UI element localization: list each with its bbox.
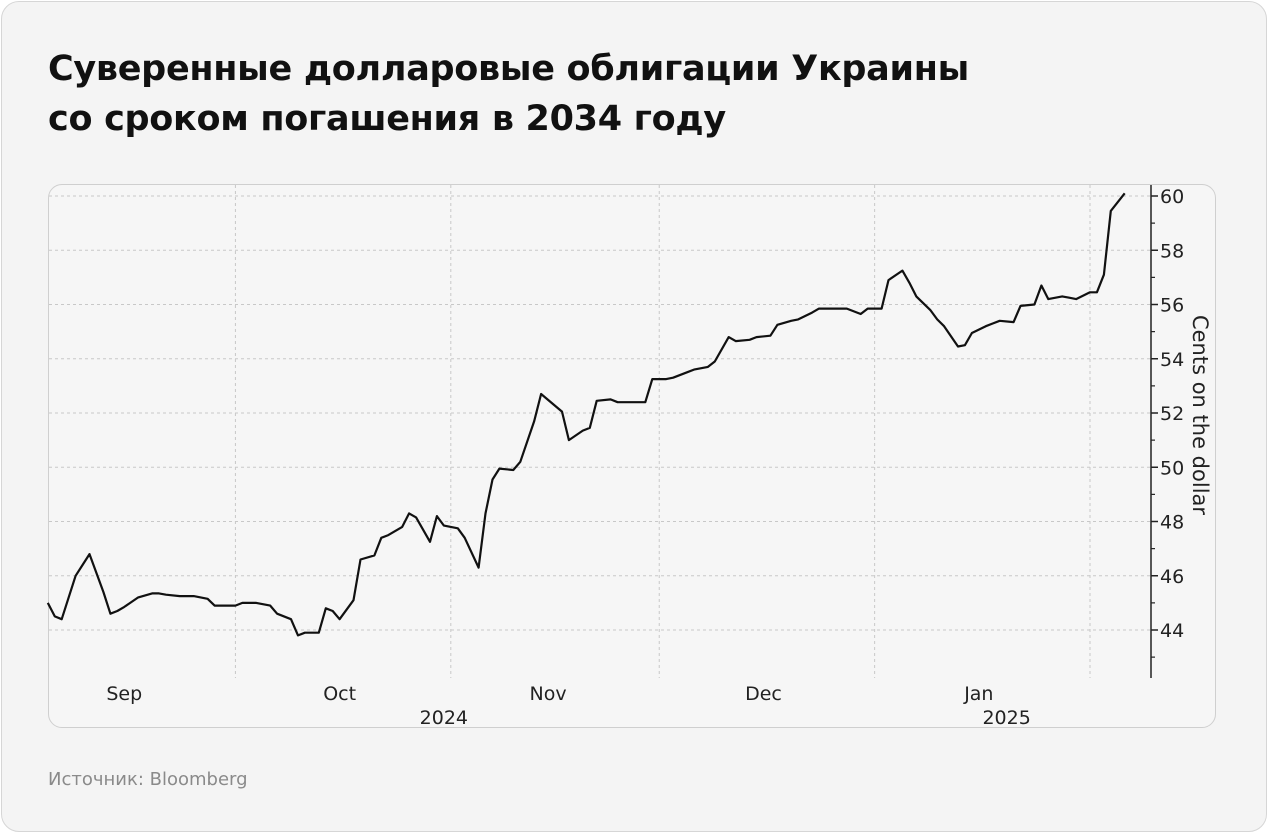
source-note: Источник: Bloomberg xyxy=(48,769,248,790)
plot-area xyxy=(48,184,1216,728)
y-tick-label: 50 xyxy=(1160,457,1184,479)
chart-title-line-1: Суверенные долларовые облигации Украины xyxy=(48,49,969,89)
gridlines xyxy=(49,185,1151,678)
x-month-label: Oct xyxy=(323,683,356,705)
x-axis-labels: Sep Oct Nov Dec Jan 2024 2025 xyxy=(106,683,1030,729)
chart-title: Суверенные долларовые облигации Украины … xyxy=(48,44,969,144)
y-tick-label: 56 xyxy=(1160,295,1184,317)
x-year-label: 2024 xyxy=(420,707,468,729)
x-month-label: Nov xyxy=(530,683,567,705)
y-tick-label: 52 xyxy=(1160,403,1184,425)
y-tick-label: 44 xyxy=(1160,620,1184,642)
x-month-label: Dec xyxy=(745,683,782,705)
y-tick-label: 46 xyxy=(1160,566,1184,588)
chart-title-line-2: со сроком погашения в 2034 году xyxy=(48,99,726,139)
x-month-label: Sep xyxy=(106,683,142,705)
y-axis-label: Cents on the dollar xyxy=(1188,315,1212,515)
y-tick-label: 60 xyxy=(1160,186,1184,208)
x-year-label: 2025 xyxy=(982,707,1030,729)
x-month-label: Jan xyxy=(963,683,993,705)
y-tick-label: 48 xyxy=(1160,512,1184,534)
price-line xyxy=(46,192,1126,637)
y-tick-label: 54 xyxy=(1160,349,1184,371)
y-tick-label: 58 xyxy=(1160,240,1184,262)
y-axis: 44 46 48 50 52 54 56 58 60 xyxy=(1150,185,1184,678)
